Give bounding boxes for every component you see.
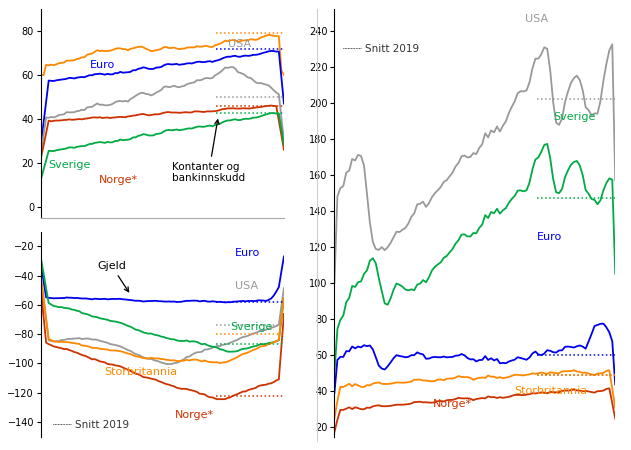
Text: ┈┈┈ Snitt 2019: ┈┈┈ Snitt 2019 — [53, 420, 129, 430]
Text: Kontanter og
bankinnskudd: Kontanter og bankinnskudd — [172, 120, 245, 183]
Text: Norge*: Norge* — [175, 410, 214, 420]
Text: Sverige: Sverige — [230, 322, 273, 332]
Text: USA: USA — [228, 39, 251, 49]
Text: Euro: Euro — [235, 248, 261, 258]
Text: Norge*: Norge* — [99, 175, 138, 184]
Text: ┈┈┈ Snitt 2019: ┈┈┈ Snitt 2019 — [343, 44, 419, 54]
Text: Gjeld: Gjeld — [97, 261, 129, 292]
Text: Euro: Euro — [90, 59, 115, 70]
Text: Storbritannia: Storbritannia — [514, 386, 587, 396]
Text: USA: USA — [235, 281, 259, 291]
Text: USA: USA — [526, 14, 548, 24]
Text: Sverige: Sverige — [553, 112, 596, 122]
Text: Storbritannia: Storbritannia — [104, 367, 177, 377]
Text: Euro: Euro — [536, 232, 562, 242]
Text: Norge*: Norge* — [433, 399, 472, 409]
Text: Sverige: Sverige — [49, 160, 91, 170]
